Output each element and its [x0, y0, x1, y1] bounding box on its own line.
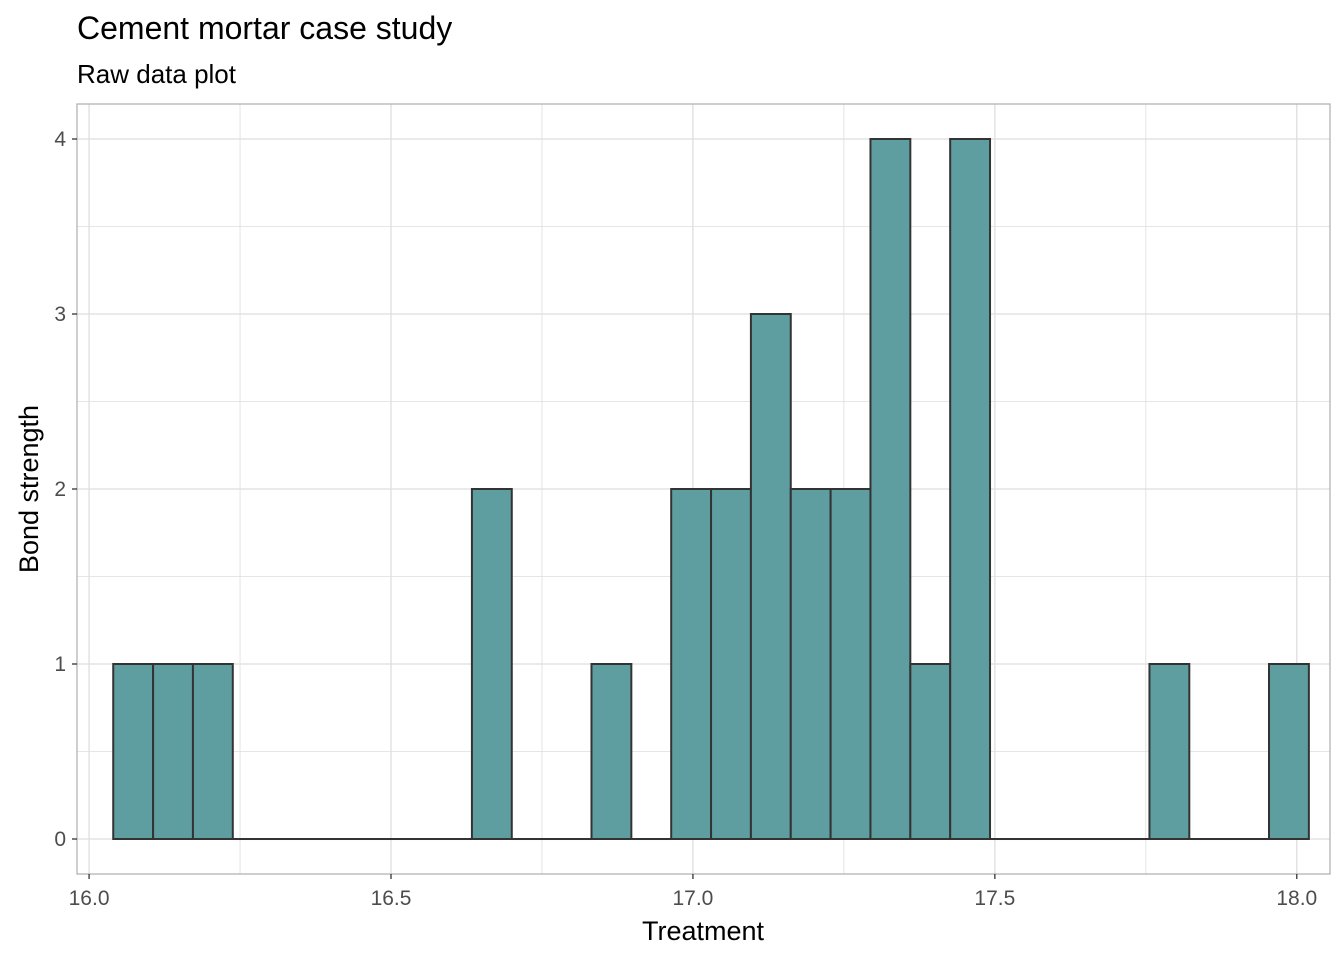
histogram-bar [829, 488, 872, 840]
x-tick-label: 16.0 [69, 887, 110, 910]
histogram-bar [1148, 663, 1191, 840]
histogram-bar [470, 488, 513, 840]
histogram-bar [191, 663, 234, 840]
histogram-bar [869, 138, 912, 840]
histogram-bar [789, 488, 832, 840]
histogram-bar [909, 663, 952, 840]
x-axis-label: Treatment [642, 916, 765, 946]
histogram-bar [590, 663, 633, 840]
y-tick-label: 2 [54, 478, 66, 501]
histogram-bar [749, 313, 792, 840]
histogram-bar [710, 488, 752, 840]
histogram-bar [949, 138, 992, 840]
chart-subtitle: Raw data plot [77, 59, 236, 89]
histogram-bar [152, 663, 194, 840]
histogram-bar [670, 488, 713, 840]
histogram-bar [1268, 663, 1310, 840]
x-tick-label: 18.0 [1276, 887, 1317, 910]
x-axis-ticks: 16.0 16.5 17.0 17.5 18.0 [69, 874, 1317, 910]
histogram-bar [112, 663, 155, 840]
x-tick-label: 17.0 [672, 887, 713, 910]
y-tick-label: 1 [54, 653, 66, 676]
y-tick-label: 4 [54, 128, 66, 151]
y-axis-ticks: 0 1 2 3 4 [54, 128, 77, 851]
chart-title: Cement mortar case study [77, 10, 453, 46]
y-tick-label: 0 [54, 828, 66, 851]
y-tick-label: 3 [54, 303, 66, 326]
y-axis-label: Bond strength [14, 405, 44, 573]
x-tick-label: 16.5 [371, 887, 412, 910]
x-tick-label: 17.5 [974, 887, 1015, 910]
histogram-bars [112, 138, 1310, 841]
